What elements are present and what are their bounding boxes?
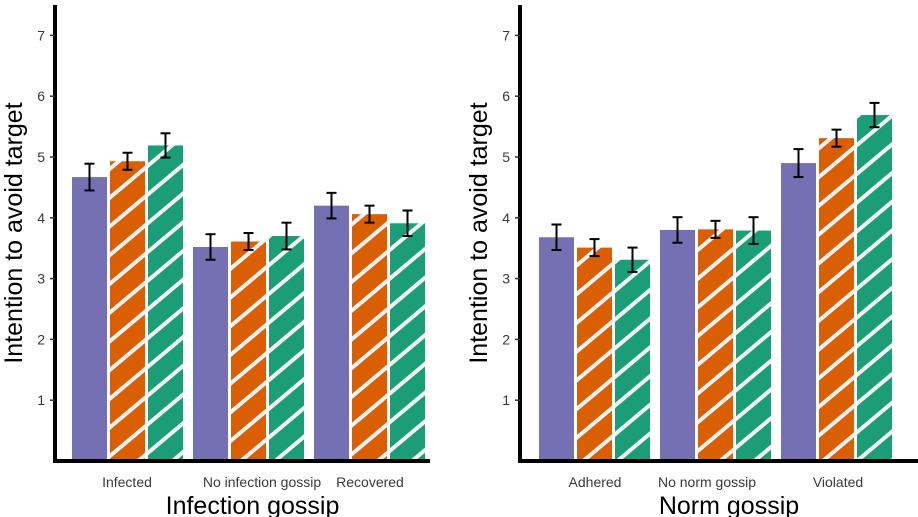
error-bar (326, 191, 337, 220)
bar-recovered-series-3 (390, 223, 425, 461)
x-category-label: Violated (813, 474, 863, 490)
error-bar (589, 238, 600, 258)
y-tick-label: 1 (37, 392, 45, 408)
x-axis-title: Infection gossip (166, 492, 340, 517)
bar-no-infection-gossip-series-1 (193, 246, 228, 461)
x-category-label: No norm gossip (658, 474, 756, 490)
error-bar (869, 101, 880, 129)
bar-no-norm-gossip-series-3 (736, 230, 771, 461)
y-tick-label: 3 (37, 271, 45, 287)
x-category-label: Infected (102, 474, 152, 490)
error-bar (402, 209, 413, 238)
y-tick-label: 7 (502, 27, 510, 43)
bar-adhered-series-1 (539, 237, 574, 461)
chart-panel-2: 1 2 3 4 5 6 7 Adhered No norm gossip Violated Inte… (465, 5, 918, 517)
error-bar (710, 219, 721, 239)
x-category-label: No infection gossip (203, 474, 322, 490)
error-bar (793, 148, 804, 179)
y-tick-label: 3 (502, 271, 510, 287)
y-tick-label: 2 (502, 331, 510, 347)
error-bar (831, 128, 842, 148)
y-tick-label: 6 (37, 88, 45, 104)
bar-violated-series-1 (781, 163, 816, 461)
bar-no-infection-gossip-series-3 (269, 236, 304, 461)
y-tick-label: 1 (502, 392, 510, 408)
bar-infected-series-1 (72, 177, 107, 461)
bar-violated-series-3 (857, 115, 892, 461)
y-tick-label: 7 (37, 27, 45, 43)
chart-panel-1: 1 2 3 4 5 6 7 Infected No infection gossip Recove… (0, 5, 430, 517)
bar-recovered-series-2 (352, 214, 387, 461)
y-tick-label: 5 (502, 149, 510, 165)
y-tick-label: 4 (502, 210, 510, 226)
error-bar (122, 151, 133, 171)
y-tick-label: 6 (502, 88, 510, 104)
y-tick-label: 2 (37, 331, 45, 347)
bar-recovered-series-1 (314, 205, 349, 461)
error-bar (748, 216, 759, 245)
bar-adhered-series-3 (615, 259, 650, 461)
bar-adhered-series-2 (577, 247, 612, 461)
error-bar (84, 162, 95, 192)
error-bar (672, 216, 683, 244)
bar-no-norm-gossip-series-1 (660, 229, 695, 461)
y-axis-title: Intention to avoid target (465, 102, 493, 363)
error-bar (160, 132, 171, 159)
x-category-label: Adhered (569, 474, 622, 490)
bar-no-norm-gossip-series-2 (698, 229, 733, 461)
error-bar (364, 204, 375, 224)
x-category-label: Recovered (336, 474, 404, 490)
error-bar (243, 232, 254, 252)
error-bar (281, 221, 292, 251)
bar-infected-series-2 (110, 161, 145, 462)
error-bar (627, 246, 638, 273)
bar-violated-series-2 (819, 138, 854, 462)
error-bar (205, 233, 216, 261)
y-tick-label: 4 (37, 210, 45, 226)
y-axis-title: Intention to avoid target (0, 102, 28, 363)
bar-infected-series-3 (148, 145, 183, 461)
x-axis-title: Norm gossip (659, 492, 799, 517)
y-tick-label: 5 (37, 149, 45, 165)
bar-no-infection-gossip-series-2 (231, 241, 266, 461)
error-bar (551, 223, 562, 252)
